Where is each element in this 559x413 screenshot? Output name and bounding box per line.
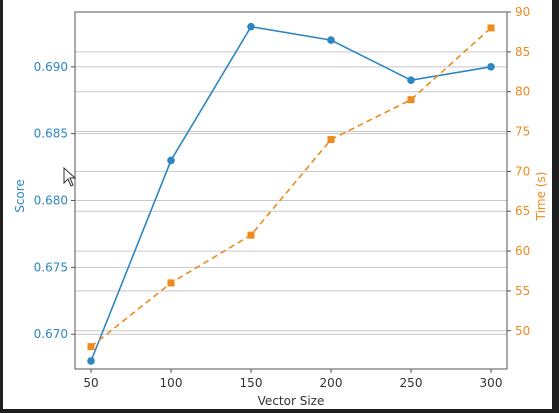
x-tick-label: 200 bbox=[320, 376, 343, 390]
series-layer bbox=[87, 22, 495, 365]
y-left-tick-label: 0.680 bbox=[34, 194, 68, 208]
y-right-tick-label: 85 bbox=[515, 45, 530, 59]
y-left-tick-label: 0.690 bbox=[34, 60, 68, 74]
window-edge-bottom bbox=[0, 409, 559, 413]
grid-lines bbox=[75, 11, 507, 335]
plot-frame bbox=[74, 11, 508, 370]
x-tick-label: 50 bbox=[83, 376, 98, 390]
y-axis-left-label: Score bbox=[13, 179, 27, 213]
y-axis-right-label: Time (s) bbox=[534, 172, 548, 222]
data-point-circle bbox=[407, 76, 415, 84]
y-right-tick-label: 65 bbox=[515, 204, 530, 218]
y-left-tick-label: 0.675 bbox=[34, 260, 68, 274]
y-right-tick-label: 75 bbox=[515, 125, 530, 139]
data-point-circle bbox=[327, 36, 335, 44]
data-point-square bbox=[487, 24, 495, 32]
data-point-circle bbox=[167, 156, 175, 165]
data-point-square bbox=[167, 279, 175, 287]
x-tick-label: 100 bbox=[160, 376, 183, 390]
axes: 50 100 150 200 250 300 0.670 0.675 0.680 0.685 0.6… bbox=[34, 5, 531, 390]
y-right-tick-label: 80 bbox=[515, 85, 530, 99]
data-point-circle bbox=[87, 357, 95, 365]
series-line-2 bbox=[90, 27, 492, 348]
window-edge-right bbox=[552, 0, 559, 413]
series-line-1 bbox=[90, 25, 492, 362]
data-point-circle bbox=[487, 63, 495, 71]
x-tick-label: 300 bbox=[480, 376, 503, 390]
data-point-square bbox=[327, 136, 335, 143]
y-right-tick-label: 60 bbox=[515, 244, 530, 258]
data-point-circle bbox=[247, 22, 255, 31]
y-right-tick-label: 70 bbox=[515, 164, 530, 178]
y-right-tick-label: 55 bbox=[515, 284, 530, 298]
data-point-square bbox=[407, 96, 415, 104]
y-left-tick-label: 0.685 bbox=[34, 127, 68, 141]
x-tick-label: 150 bbox=[240, 376, 263, 390]
data-point-square bbox=[247, 231, 255, 239]
x-tick-label: 250 bbox=[400, 376, 423, 390]
x-axis-label: Vector Size bbox=[258, 394, 325, 408]
data-point-square bbox=[87, 343, 95, 351]
y-right-tick-label: 90 bbox=[515, 5, 530, 19]
y-left-tick-label: 0.670 bbox=[34, 327, 68, 341]
y-right-tick-label: 50 bbox=[515, 324, 530, 338]
mouse-pointer-icon bbox=[63, 166, 77, 187]
